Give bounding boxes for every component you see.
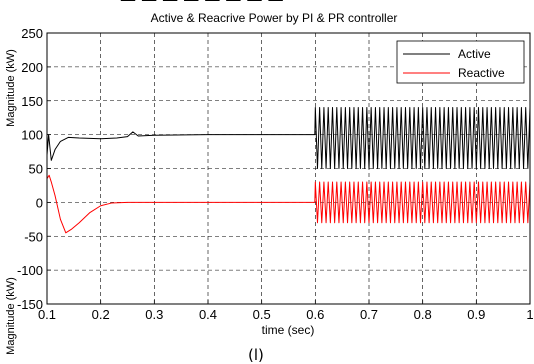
x-tick-label: 0.8	[414, 307, 432, 322]
x-tick-label: 0.3	[145, 307, 163, 322]
top-text: — — — — — — — —	[120, 0, 284, 8]
series-layer	[46, 107, 531, 234]
legend-label-reactive: Reactive	[458, 66, 505, 80]
x-tick-label: 0.2	[92, 307, 110, 322]
legend-label-active: Active	[458, 47, 491, 61]
y-tick-label: 100	[21, 128, 43, 143]
x-tick-label: 0.1	[38, 307, 56, 322]
figure-caption: (ا)	[248, 346, 264, 364]
x-tick-label: 0.4	[199, 307, 217, 322]
x-tick-label: 0.6	[306, 307, 324, 322]
x-tick-label: 0.7	[360, 307, 378, 322]
y-axis-label-upper: Magnitude (kW)	[5, 49, 17, 127]
series-line-reactive	[46, 174, 531, 234]
x-tick-label: 0.5	[253, 307, 271, 322]
y-tick-label: -150	[17, 297, 43, 312]
legend-box	[396, 40, 525, 84]
y-tick-label: 200	[21, 60, 43, 75]
top-text-strip: — — — — — — — —	[0, 0, 534, 8]
series-line-active	[46, 107, 531, 169]
y-tick-label: 250	[21, 26, 43, 41]
chart-title: Active & Reacrive Power by PI & PR contr…	[151, 11, 398, 25]
ticks: 0.1 0.2 0.3 0.4 0.5 0.6 0.7 0.8 0.9 1 250 200 150 100…	[17, 26, 534, 322]
x-tick-label: 0.9	[467, 307, 485, 322]
y-tick-label: 0	[36, 195, 43, 210]
y-tick-label: 150	[21, 94, 43, 109]
y-axis-label-lower: Magnitude (kW)	[5, 277, 17, 355]
x-axis-label: time (sec)	[262, 323, 315, 337]
y-tick-label: -100	[17, 263, 43, 278]
x-tick-label: 1	[526, 307, 533, 322]
legend: Active Reactive	[396, 40, 525, 84]
y-tick-label: -50	[24, 229, 43, 244]
y-tick-label: 50	[29, 162, 43, 177]
